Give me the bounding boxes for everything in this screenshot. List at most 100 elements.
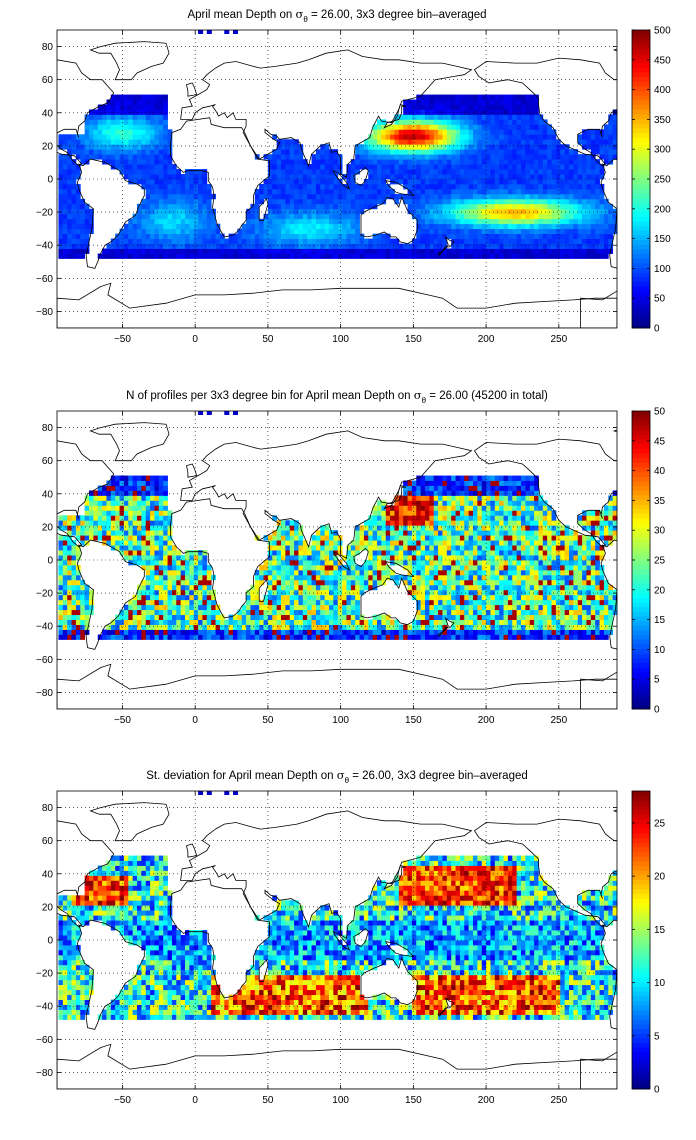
heat-cell — [608, 213, 614, 220]
heat-cell — [547, 179, 552, 185]
heat-cell — [298, 624, 304, 630]
heat-cell — [503, 109, 509, 115]
heat-cell — [455, 253, 461, 259]
heat-cell — [281, 624, 286, 630]
heat-cell — [433, 149, 439, 155]
heat-cell — [158, 248, 164, 254]
heat-cell — [67, 574, 72, 581]
heat-cell — [603, 619, 609, 625]
heat-cell — [58, 594, 64, 601]
heat-cell — [490, 599, 496, 606]
heat-cell — [158, 149, 164, 155]
heat-cell — [254, 589, 260, 596]
heat-cell — [167, 584, 173, 591]
heat-cell — [246, 614, 251, 620]
heat-cell — [315, 248, 321, 254]
heat-cell — [512, 203, 518, 210]
heat-cell — [577, 154, 583, 160]
heat-cell — [490, 188, 496, 195]
heat-cell — [206, 198, 212, 205]
heat-cell — [507, 213, 513, 220]
heat-cell — [538, 223, 544, 230]
heat-cell — [486, 164, 491, 170]
heat-cell — [499, 129, 504, 135]
heat-cell — [84, 604, 90, 611]
heat-cell — [154, 629, 160, 635]
heat-cell — [281, 218, 286, 225]
heat-cell — [80, 624, 86, 630]
heat-cell — [350, 223, 356, 230]
heat-cell — [411, 564, 417, 571]
heat-cell — [599, 584, 605, 591]
heat-cell — [84, 154, 90, 160]
heat-cell — [171, 208, 177, 215]
heat-cell — [499, 144, 504, 150]
heat-cell — [394, 574, 400, 581]
heat-cell — [451, 609, 456, 616]
heat-cell — [176, 238, 182, 244]
heat-cell — [468, 569, 474, 576]
heat-cell — [586, 208, 592, 215]
heat-cell — [198, 208, 203, 215]
heat-cell — [224, 634, 230, 640]
heat-cell — [481, 574, 487, 581]
heat-cell — [521, 139, 526, 145]
heat-cell — [71, 629, 77, 635]
heat-cell — [599, 619, 605, 625]
heat-cell — [215, 614, 221, 620]
heat-cell — [429, 594, 435, 601]
heat-cell — [145, 119, 151, 125]
heat-cell — [185, 550, 190, 556]
heat-cell — [525, 124, 531, 130]
heat-cell — [62, 134, 68, 140]
heat-cell — [398, 634, 404, 640]
heat-cell — [507, 574, 513, 581]
heat-cell — [377, 134, 382, 140]
heat-cell — [89, 114, 94, 120]
heat-cell — [451, 134, 456, 140]
heat-cell — [80, 218, 86, 225]
heat-cell — [608, 604, 614, 611]
heat-cell — [381, 134, 387, 140]
heat-cell — [311, 203, 317, 210]
heat-cell — [337, 594, 343, 601]
heat-cell — [542, 198, 548, 205]
heat-cell — [420, 223, 426, 230]
heat-cell — [547, 203, 552, 210]
heat-cell — [603, 139, 609, 145]
heat-cell — [547, 144, 552, 150]
heat-cell — [198, 560, 203, 566]
coastline — [384, 180, 415, 197]
heat-cell — [206, 183, 212, 190]
heat-cell — [106, 634, 112, 640]
heat-cell — [569, 198, 574, 205]
heat-cell — [241, 604, 247, 611]
heat-cell — [516, 243, 522, 249]
heat-cell — [542, 223, 548, 230]
heat-cell — [451, 604, 456, 611]
heat-cell — [442, 99, 448, 105]
heat-cell — [154, 208, 160, 215]
heat-cell — [285, 154, 291, 160]
heat-cell — [521, 119, 526, 125]
heat-cell — [363, 629, 369, 635]
heat-cell — [171, 218, 177, 225]
heat-cell — [468, 129, 474, 135]
heat-cell — [302, 584, 308, 591]
heat-cell — [503, 253, 509, 259]
heat-cell — [481, 179, 487, 185]
heat-cell — [329, 619, 334, 625]
heat-cell — [137, 545, 142, 551]
heat-cell — [189, 243, 195, 249]
heat-cell — [67, 233, 72, 239]
heat-cell — [542, 149, 548, 155]
heat-cell — [499, 550, 504, 556]
heat-cell — [586, 174, 592, 180]
heat-cell — [128, 624, 134, 630]
heat-cell — [315, 619, 321, 625]
heat-cell — [176, 569, 182, 576]
heat-cell — [398, 624, 404, 630]
heat-cell — [337, 550, 343, 556]
heat-cell — [521, 183, 526, 190]
heat-cell — [123, 253, 129, 259]
